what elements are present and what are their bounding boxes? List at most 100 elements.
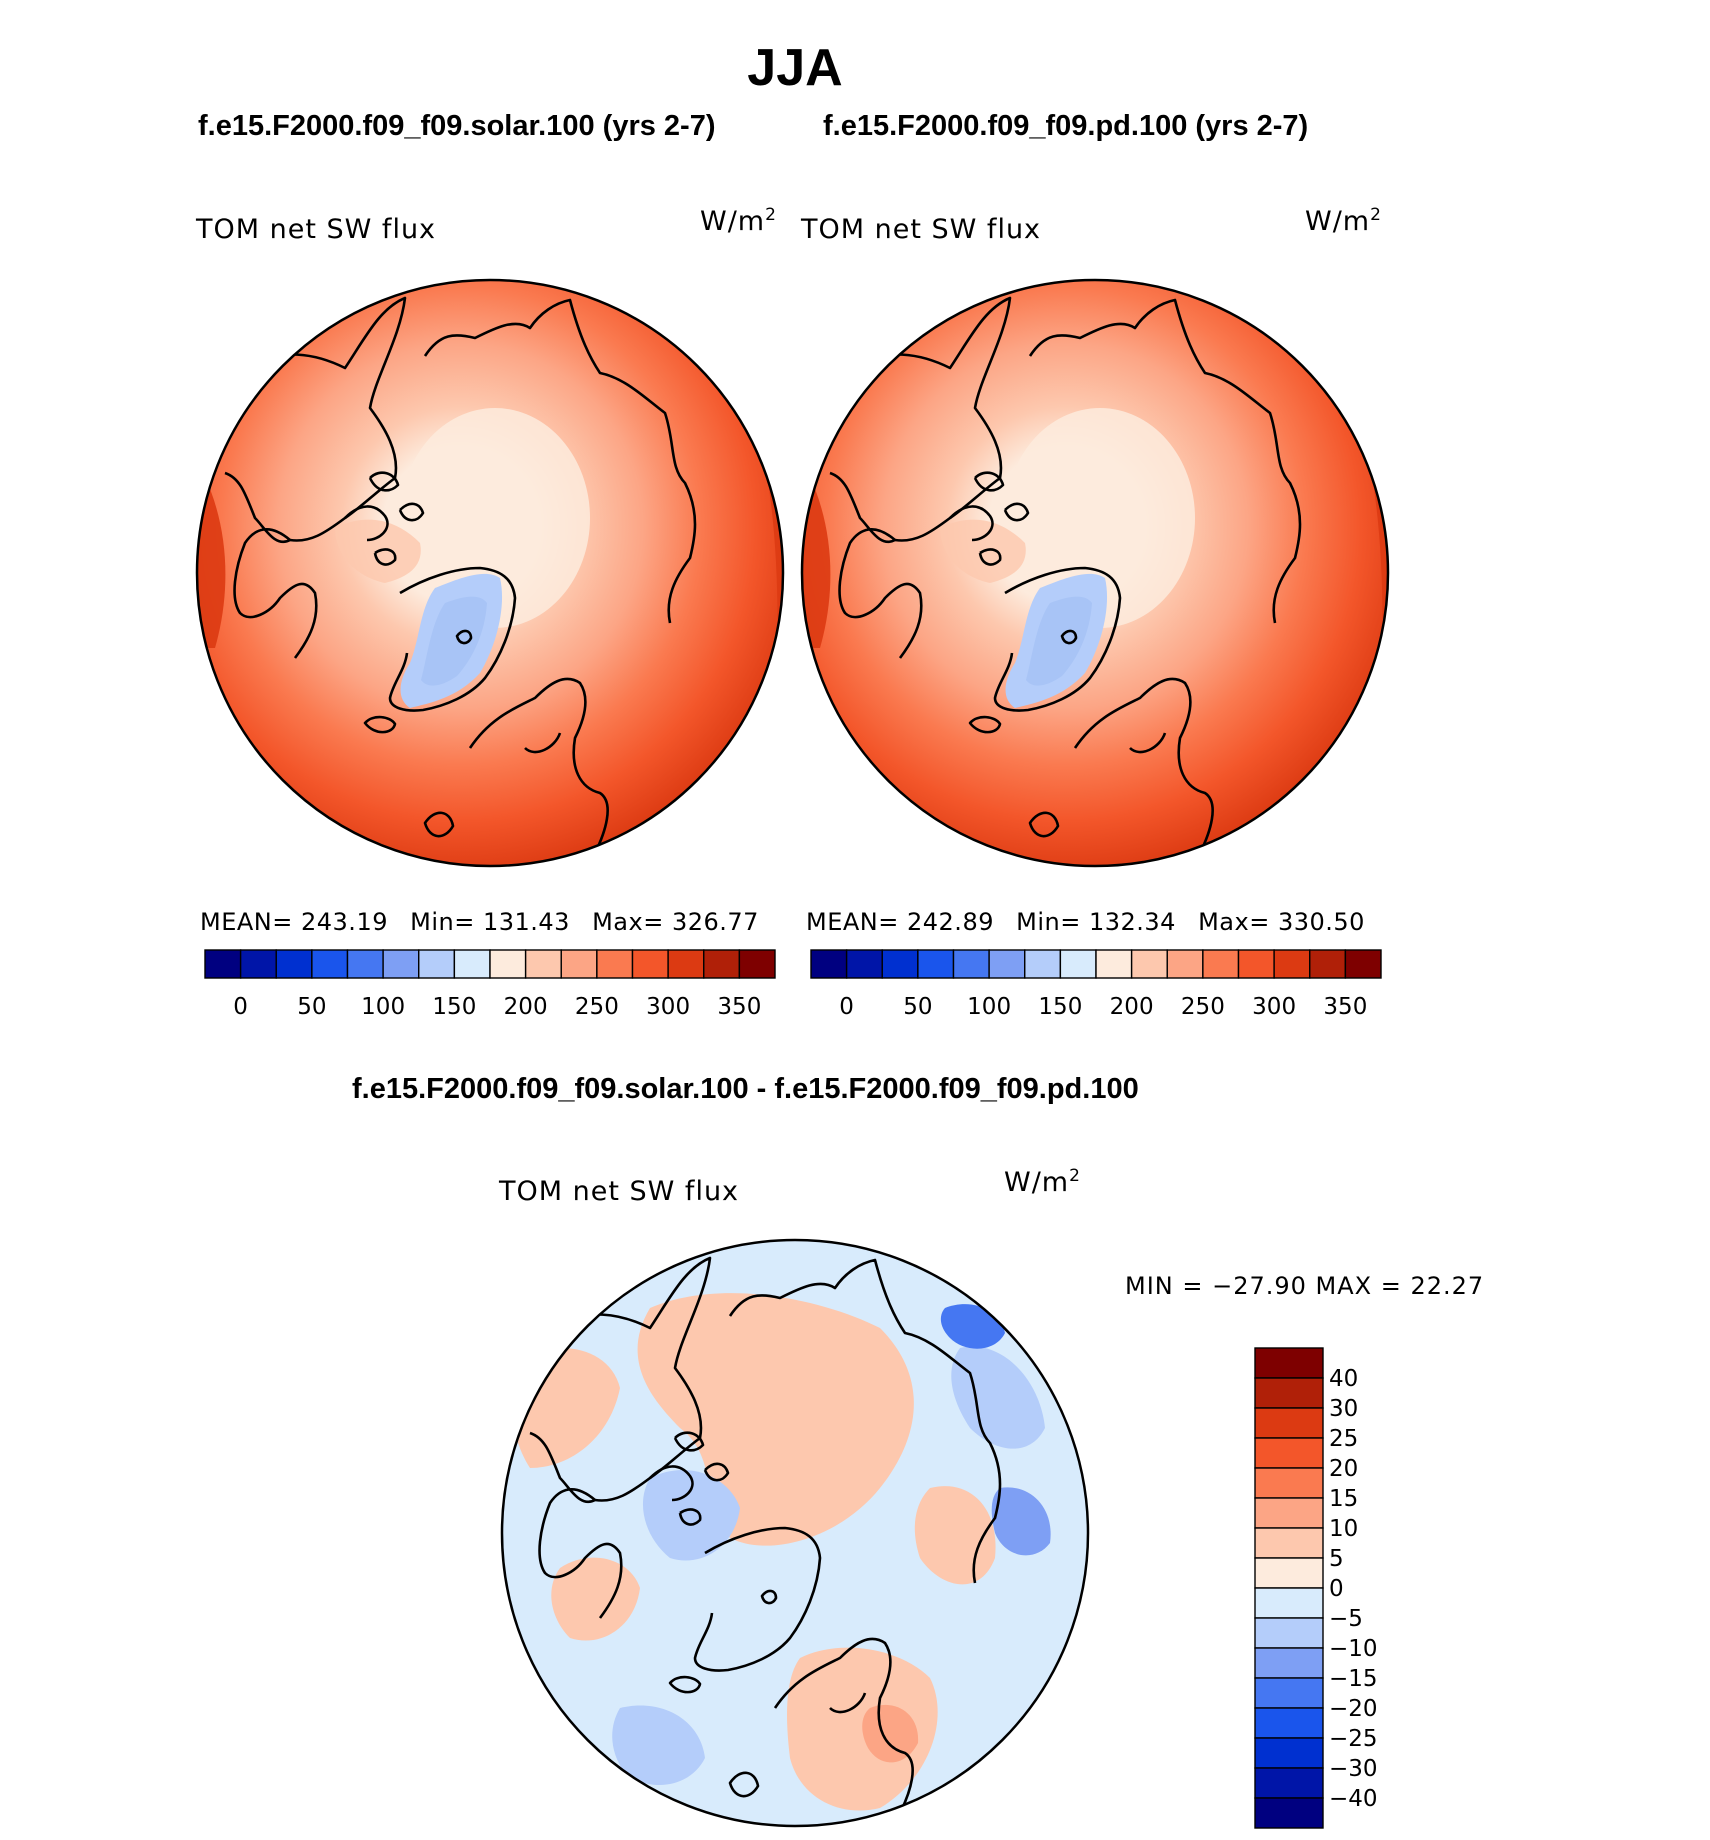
- panel-2-min-label: Min=: [1016, 908, 1081, 936]
- panel-1-case-title: f.e15.F2000.f09_f09.solar.100 (yrs 2-7): [198, 110, 716, 142]
- panel-1-units-base: W/m: [700, 206, 766, 237]
- cool-anomaly-pacific-strong: [940, 1304, 1005, 1349]
- colorbar-difference-swatch: [1254, 1647, 1324, 1679]
- colorbar-panel-1-swatch: [382, 949, 420, 979]
- panel-1-stats: MEAN= 243.19 Min= 131.43 Max= 326.77: [200, 908, 759, 936]
- colorbar-panel-2-tick-label: 300: [1252, 994, 1296, 1020]
- colorbar-panel-2-tick-label: 100: [967, 994, 1011, 1020]
- colorbar-panel-2-swatch: [1024, 949, 1062, 979]
- colorbar-difference-tick-label: −10: [1329, 1636, 1378, 1662]
- colorbar-difference-tick-label: −20: [1329, 1696, 1378, 1722]
- coastline-siberia: [728, 1258, 1002, 1584]
- coastline-scandinavia: [1073, 677, 1214, 854]
- coastline-greenland: [993, 566, 1122, 712]
- colorbar-difference-swatch: [1254, 1557, 1324, 1589]
- colorbar-panel-2-swatch: [917, 949, 955, 979]
- colorbar-panel-2-swatch: [1130, 949, 1168, 979]
- colorbar-difference-tick-label: 40: [1329, 1366, 1358, 1392]
- map-panel-1-border: [195, 278, 785, 868]
- coastline-svalbard: [760, 1589, 778, 1605]
- season-title: JJA: [747, 39, 843, 97]
- colorbar-difference-swatch: [1254, 1437, 1324, 1469]
- panel-2-mean-label: MEAN=: [806, 908, 899, 936]
- panel-1-mean-value: 243.19: [301, 908, 388, 936]
- colorbar-difference-tick-label: −15: [1329, 1666, 1378, 1692]
- colorbar-panel-1-tick-label: 250: [575, 994, 619, 1020]
- map-difference: [500, 1238, 1090, 1828]
- colorbar-panel-2-tick-label: 350: [1323, 994, 1367, 1020]
- colorbar-panel-1-tick-label: 100: [361, 994, 405, 1020]
- coastline-svalbard: [455, 629, 473, 645]
- colorbar-difference-swatch: [1254, 1377, 1324, 1409]
- colorbar-panel-1-swatch: [524, 949, 562, 979]
- colorbar-panel-1-swatch: [239, 949, 277, 979]
- colorbar-difference-swatch: [1254, 1767, 1324, 1799]
- colorbar-panel-2-swatch: [988, 949, 1026, 979]
- panel-1-variable-label: TOM net SW flux: [196, 214, 437, 245]
- panel-2-max-label: Max=: [1198, 908, 1270, 936]
- panel-1-units: W/m2: [700, 205, 777, 237]
- coastline-iceland: [968, 715, 1002, 734]
- colorbar-panel-2-tick-label: 250: [1181, 994, 1225, 1020]
- coastline-canadian-islands: [649, 1431, 730, 1526]
- diff-units: W/m2: [1004, 1166, 1081, 1198]
- colorbar-panel-1-swatch: [275, 949, 313, 979]
- coastline-british-isles: [728, 1771, 760, 1798]
- colorbar-panel-1-swatch: [453, 949, 491, 979]
- colorbar-panel-1-swatch: [703, 949, 741, 979]
- map-panel-2-border: [800, 278, 1390, 868]
- colorbar-panel-2-swatch: [810, 949, 848, 979]
- coastline-siberia: [423, 298, 697, 624]
- coastline-north-america: [829, 296, 1012, 544]
- colorbar-panel-1-tick-label: 300: [646, 994, 690, 1020]
- colorbar-panel-2-swatch: [1237, 949, 1275, 979]
- colorbar-difference-tick-label: −30: [1329, 1756, 1378, 1782]
- colorbar-panel-1-swatch: [631, 949, 669, 979]
- coastline-svalbard: [1060, 629, 1078, 645]
- coastline-canadian-islands: [949, 471, 1030, 566]
- panel-2-stats: MEAN= 242.89 Min= 132.34 Max= 330.50: [806, 908, 1365, 936]
- panel-2-units-base: W/m: [1305, 206, 1371, 237]
- colorbar-panel-1-swatch: [596, 949, 634, 979]
- colorbar-difference-tick-label: −40: [1329, 1786, 1378, 1812]
- coastline-british-isles: [423, 811, 455, 838]
- colorbar-panel-1-swatch: [738, 949, 776, 979]
- colorbar-panel-2-swatch: [1273, 949, 1311, 979]
- colorbar-difference-tick-label: −25: [1329, 1726, 1378, 1752]
- panel-2-min-value: 132.34: [1088, 908, 1176, 936]
- warm-anomaly-polar: [637, 1293, 914, 1546]
- diff-units-exp: 2: [1069, 1166, 1081, 1186]
- coastline-scandinavia: [468, 677, 609, 854]
- colorbar-panel-2-swatch: [1309, 949, 1347, 979]
- colorbar-panel-1-swatch: [311, 949, 349, 979]
- cool-anomaly-greenland: [642, 1469, 740, 1561]
- colorbar-panel-2-tick-label: 0: [839, 994, 854, 1020]
- colorbar-panel-2-swatch: [952, 949, 990, 979]
- colorbar-panel-2-swatch: [1095, 949, 1133, 979]
- colorbar-difference-tick-label: 10: [1329, 1516, 1358, 1542]
- greenland-ice-core: [1026, 596, 1092, 686]
- coastline-greenland: [693, 1526, 822, 1672]
- colorbar-panel-2-swatch: [1344, 949, 1382, 979]
- colorbar-difference-swatch: [1254, 1737, 1324, 1769]
- colorbar-panel-2: 0 50 100 150 200 250 300 350: [810, 949, 1382, 1020]
- colorbar-difference-swatch: [1254, 1677, 1324, 1709]
- colorbar-panel-2-swatch: [881, 949, 919, 979]
- cool-anomaly-pacific: [951, 1346, 1045, 1449]
- panel-1-min-value: 131.43: [482, 908, 570, 936]
- colorbar-difference-swatch: [1254, 1467, 1324, 1499]
- colorbar-difference-swatch: [1254, 1707, 1324, 1739]
- colorbar-panel-2-tick-label: 50: [903, 994, 932, 1020]
- map-panel-1: [195, 278, 785, 868]
- colorbar-difference-tick-label: −5: [1329, 1606, 1363, 1632]
- panel-2-max-value: 330.50: [1277, 908, 1365, 936]
- greenland-ice-core: [421, 596, 487, 686]
- coastline-north-america: [529, 1256, 712, 1504]
- colorbar-difference-tick-label: 20: [1329, 1456, 1358, 1482]
- colorbar-difference: 40 30 25 20 15 10 5 0 −5 −10 −15 −20 −25 −30 −40: [1254, 1347, 1378, 1829]
- coastline-british-isles: [1028, 811, 1060, 838]
- coastline-canadian-islands: [344, 471, 425, 566]
- colorbar-panel-1-tick-label: 50: [297, 994, 326, 1020]
- panel-1-max-value: 326.77: [671, 908, 759, 936]
- colorbar-difference-swatch: [1254, 1617, 1324, 1649]
